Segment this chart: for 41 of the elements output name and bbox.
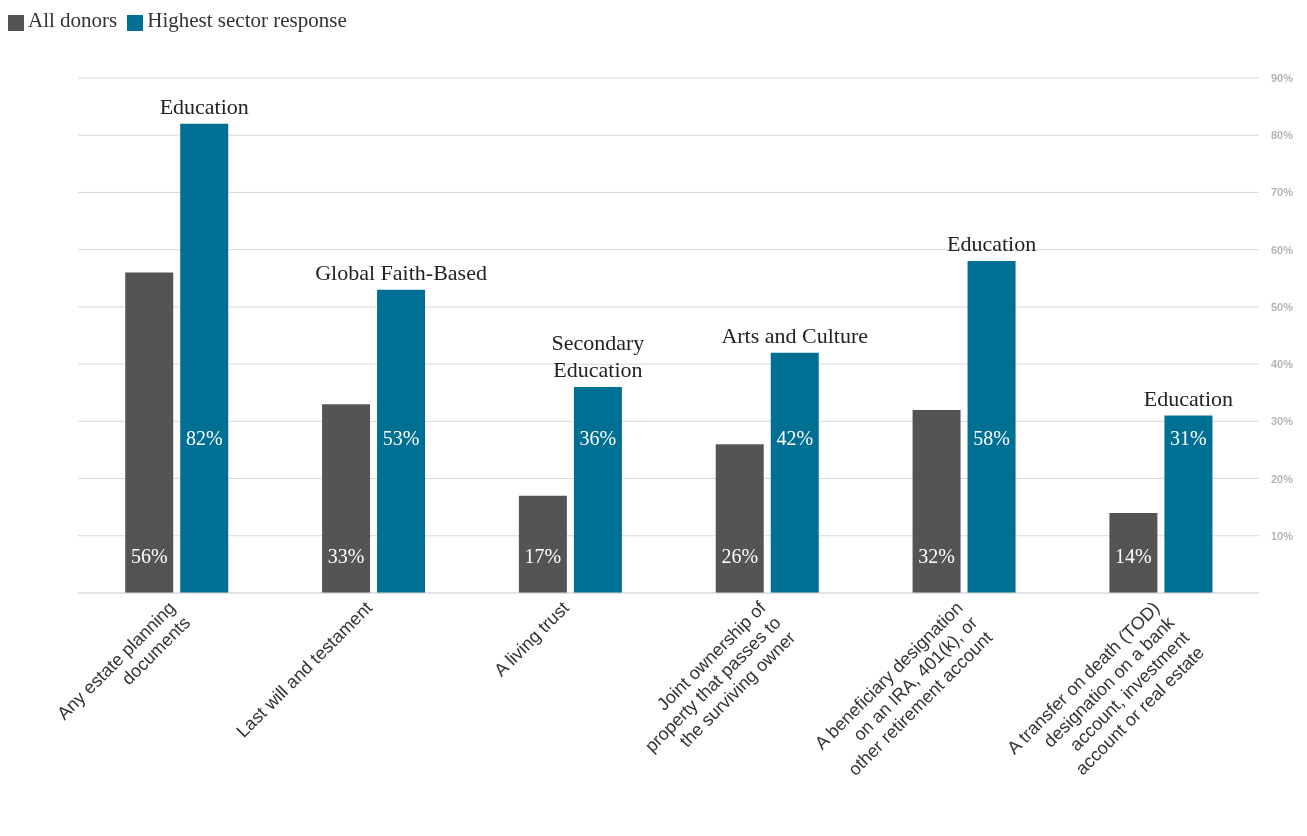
annotation: Secondary Education <box>551 330 645 382</box>
data-label: 36% <box>579 427 617 449</box>
bar <box>518 495 567 593</box>
y-tick-label: 70% <box>1271 186 1294 199</box>
annotation: Education <box>946 231 1037 257</box>
y-tick-label: 80% <box>1271 129 1294 142</box>
y-tick-label: 50% <box>1271 300 1294 313</box>
bar <box>1109 512 1158 593</box>
bar <box>912 409 961 593</box>
y-tick-label: 40% <box>1271 358 1294 371</box>
data-label: 32% <box>918 545 955 567</box>
annotation: Education <box>159 93 249 119</box>
bar <box>770 352 819 593</box>
bar <box>715 444 764 593</box>
data-label: 53% <box>382 427 420 449</box>
legend-label: Highest sector response <box>147 8 347 32</box>
data-label: 58% <box>973 427 1010 449</box>
y-tick-label: 10% <box>1271 529 1294 542</box>
bar <box>322 404 371 593</box>
y-tick-label: 60% <box>1271 243 1294 256</box>
data-label: 42% <box>776 427 814 449</box>
legend-label: All donors <box>28 8 118 32</box>
annotation: Education <box>1143 385 1234 411</box>
annotation: Arts and Culture <box>721 322 869 348</box>
bar <box>377 289 426 593</box>
bar <box>1164 415 1213 593</box>
y-tick-label: 30% <box>1271 415 1294 428</box>
data-label: 82% <box>185 427 223 449</box>
data-label: 33% <box>327 545 365 567</box>
data-label: 14% <box>1115 545 1152 567</box>
data-label: 26% <box>721 545 759 567</box>
annotation: Global Faith-Based <box>315 259 487 285</box>
data-label: 31% <box>1170 427 1207 449</box>
data-label: 17% <box>524 545 562 567</box>
bar <box>967 261 1016 593</box>
y-tick-label: 90% <box>1271 72 1294 84</box>
bar <box>573 387 622 593</box>
bar <box>180 123 229 593</box>
data-label: 56% <box>130 545 168 567</box>
bar <box>125 272 174 593</box>
y-tick-label: 20% <box>1271 472 1294 485</box>
